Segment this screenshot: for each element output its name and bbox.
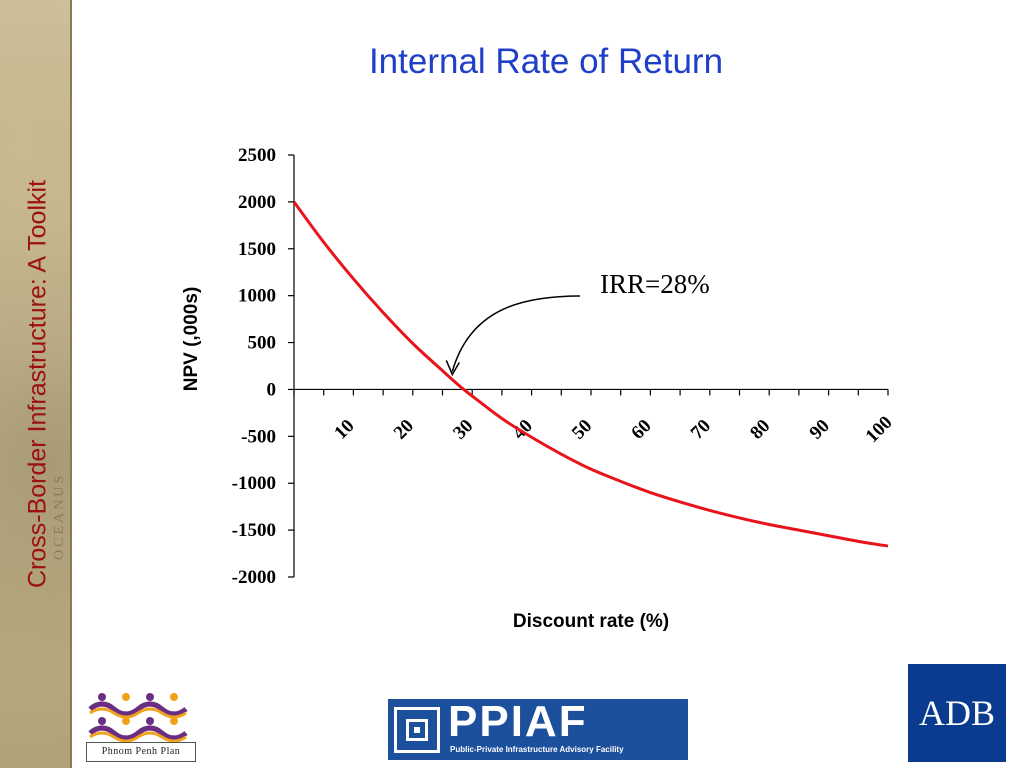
ppiaf-subtitle: Public-Private Infrastructure Advisory F… [450,745,624,754]
phnom-penh-plan-logo [88,693,188,743]
series-group [292,200,889,548]
y-tick-label: -500 [241,426,276,447]
y-axis: 2500 2000 1500 1000 500 0 -500 -1000 -1500 -2000 [232,145,295,588]
adb-wordmark: ADB [918,693,995,733]
y-tick-label: 0 [267,379,277,400]
adb-logo: ADB [908,664,1006,762]
sidebar-edge [70,0,72,768]
y-tick-label: -1000 [232,473,276,494]
ppp-wave-icon [89,707,187,719]
y-tick-label: -1500 [232,520,276,541]
ppp-wave-icon [88,725,188,741]
x-tick-label: 10 [330,415,358,443]
phnom-penh-plan-label: Phnom Penh Plan [86,742,196,762]
y-tick-label: 2000 [238,192,276,213]
y-tick-label: 2500 [238,145,276,166]
x-tick-label: 60 [627,415,655,443]
ppiaf-logo: PPIAF Public-Private Infrastructure Advi… [388,699,688,760]
x-tick-label: 70 [687,415,715,443]
irr-arrowhead [445,360,460,377]
x-tick-label: 80 [746,415,774,443]
x-tick-label: 30 [449,415,477,443]
x-axis: 10 20 30 40 50 60 70 80 90 100 [293,388,897,447]
y-tick-label: -2000 [232,567,276,588]
page-title: Internal Rate of Return [368,42,724,81]
irr-annotation-label: IRR=28% [600,269,710,299]
irr-arrow [451,295,581,372]
ppp-wave-icon [88,701,188,717]
axis-labels: Discount rate (%) NPV (,000s) [181,287,669,632]
ppiaf-wordmark: PPIAF [448,697,588,746]
ppp-wave-icon [89,731,187,743]
annotation-group: IRR=28% [445,269,710,377]
x-tick-label: 100 [862,412,897,447]
x-tick-label: 90 [806,415,834,443]
ppiaf-square-icon [394,707,440,753]
y-tick-label: 500 [248,333,277,354]
y-axis-label: NPV (,000s) [181,287,202,392]
y-tick-label: 1500 [238,239,276,260]
sidebar-decorative-map: OCEANUS Cross-Border Infrastructure: A T… [0,0,72,768]
x-tick-label: 20 [390,415,418,443]
ppp-dots-icon [98,693,178,725]
x-axis-label: Discount rate (%) [513,611,669,632]
y-tick-label: 1000 [238,286,276,307]
x-tick-label: 50 [568,415,596,443]
npv-series-line [292,200,889,548]
